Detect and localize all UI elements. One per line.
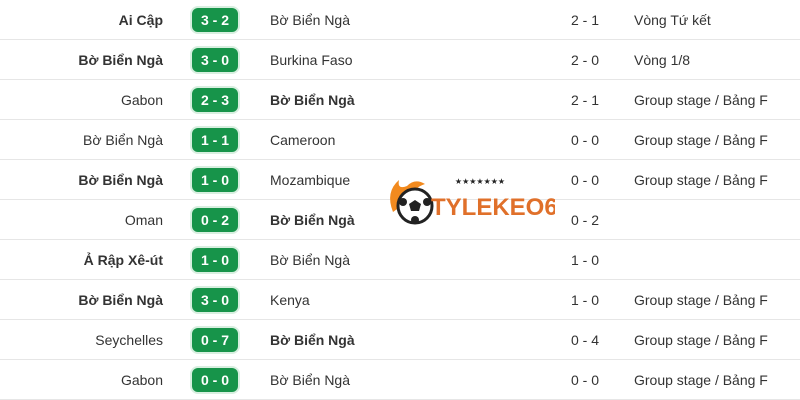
match-row[interactable]: Seychelles 0 - 7 Bờ Biển Ngà 0 - 4 Group sta… [0,320,800,360]
competition-stage: Group stage / Bảng F [634,332,768,348]
score-badge: 1 - 0 [192,168,238,192]
half-time-score: 0 - 4 [570,332,599,348]
half-time-score: 1 - 0 [570,292,599,308]
away-team: Bờ Biển Ngà [270,252,351,268]
away-team: Bờ Biển Ngà [270,212,355,228]
half-time-score: 0 - 2 [570,212,599,228]
competition-stage: Group stage / Bảng F [634,92,768,108]
home-team: Ả Rập Xê-út [83,252,163,268]
half-time-score: 0 - 0 [570,172,599,188]
home-team: Bờ Biển Ngà [78,52,163,68]
match-row[interactable]: Oman 0 - 2 Bờ Biển Ngà 0 - 2 [0,200,800,240]
away-team: Bờ Biển Ngà [270,332,355,348]
away-team: Bờ Biển Ngà [270,12,351,28]
competition-stage: Group stage / Bảng F [634,292,768,308]
away-team: Burkina Faso [270,52,353,68]
score-badge: 3 - 0 [192,48,238,72]
away-team: Mozambique [270,172,351,188]
score-badge: 1 - 1 [192,128,238,152]
home-team: Gabon [120,92,163,108]
home-team: Oman [124,212,163,228]
home-team: Ai Cập [118,12,163,28]
competition-stage: Vòng Tứ kết [634,12,711,28]
soccer-ball-icon: ★★★★★★★ TYLEKEO66 [390,177,571,225]
away-team: Bờ Biển Ngà [270,372,351,388]
match-row[interactable]: Ả Rập Xê-út 1 - 0 Bờ Biển Ngà 1 - 0 [0,240,800,280]
match-row[interactable]: Gabon 0 - 0 Bờ Biển Ngà 0 - 0 Group stage / … [0,360,800,400]
watermark-stars: ★★★★★★★ [455,177,505,186]
competition-stage: Vòng 1/8 [634,52,691,68]
away-team: Kenya [270,292,310,308]
match-row[interactable]: Gabon 2 - 3 Bờ Biển Ngà 2 - 1 Group stage / … [0,80,800,120]
score-badge: 0 - 0 [192,368,238,392]
score-badge: 1 - 0 [192,248,238,272]
score-badge: 2 - 3 [192,88,238,112]
match-row[interactable]: Bờ Biển Ngà 3 - 0 Kenya 1 - 0 Group stage / … [0,280,800,320]
away-team: Bờ Biển Ngà [270,92,355,108]
competition-stage: Group stage / Bảng F [634,132,768,148]
half-time-score: 0 - 0 [570,372,599,388]
home-team: Gabon [120,372,163,388]
score-badge: 0 - 2 [192,208,238,232]
competition-stage: Group stage / Bảng F [634,172,768,188]
score-badge: 3 - 0 [192,288,238,312]
match-row[interactable]: Bờ Biển Ngà 3 - 0 Burkina Faso 2 - 0 Vòng 1/… [0,40,800,80]
home-team: Bờ Biển Ngà [82,132,163,148]
match-row[interactable]: Ai Cập 3 - 2 Bờ Biển Ngà 2 - 1 Vòng Tứ kết [0,0,800,40]
watermark-text: TYLEKEO66 [431,194,555,221]
half-time-score: 2 - 1 [570,12,599,28]
watermark-logo: ★★★★★★★ TYLEKEO66 [385,172,571,232]
half-time-score: 2 - 1 [570,92,599,108]
home-team: Bờ Biển Ngà [78,172,163,188]
home-team: Seychelles [95,332,163,348]
home-team: Bờ Biển Ngà [78,292,163,308]
score-badge: 0 - 7 [192,328,238,352]
competition-stage: Group stage / Bảng F [634,372,768,388]
away-team: Cameroon [270,132,336,148]
match-row[interactable]: Bờ Biển Ngà 1 - 1 Cameroon 0 - 0 Group stage… [0,120,800,160]
half-time-score: 0 - 0 [570,132,599,148]
half-time-score: 1 - 0 [570,252,599,268]
half-time-score: 2 - 0 [570,52,599,68]
score-badge: 3 - 2 [192,8,238,32]
